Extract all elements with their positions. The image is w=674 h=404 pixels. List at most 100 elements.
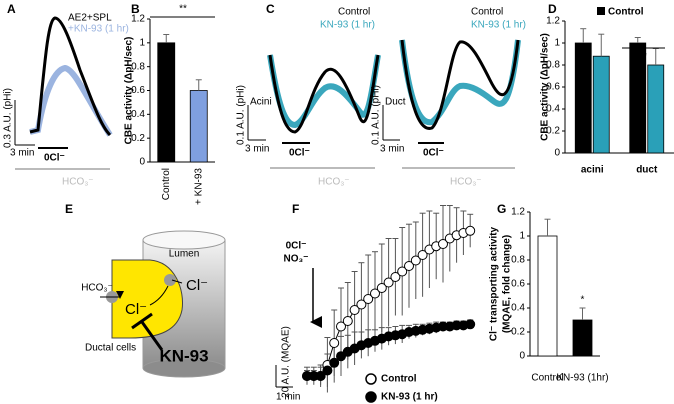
y-tick-label: 0.2 (511, 327, 525, 338)
bar (647, 64, 665, 154)
legend-text: KN-93 (1 hr) (320, 20, 375, 31)
marker (465, 225, 476, 236)
legend-marker (365, 373, 377, 385)
y-label: Cl⁻ transporting activity (489, 226, 500, 341)
y-tick-label: 0.4 (546, 104, 560, 115)
marker (322, 365, 333, 376)
bar (189, 90, 208, 163)
y-tick-label: 0 (519, 351, 525, 362)
annotation: * (643, 52, 647, 63)
annotation: 0Cl⁻ (286, 241, 307, 252)
legend-text: KN-93 (1 hr) (471, 20, 526, 31)
bar (574, 42, 592, 154)
cell-label: Ductal cells (85, 343, 136, 354)
marker (383, 277, 394, 288)
scale-label: 20 A.U. (MQAE) (281, 326, 292, 398)
y-tick-label: 1.2 (511, 207, 525, 218)
y-label: CBE activity (ΔpH/sec) (124, 37, 135, 145)
bar (157, 42, 176, 163)
marker (376, 283, 387, 293)
legend-text: Control (471, 7, 503, 18)
bar (572, 319, 593, 357)
panel-label: D (548, 2, 557, 16)
y-tick-label: 0.6 (546, 82, 560, 93)
subpanel-label: Duct (385, 97, 406, 108)
y-label: CBE activity (ΔpH/sec) (540, 33, 551, 141)
y-tick-label: 0.4 (511, 303, 525, 314)
x-tick-label: + KN-93 (193, 168, 204, 205)
bar-label: 0Cl⁻ (423, 148, 444, 159)
x-tick-label: Control (531, 373, 563, 384)
y-tick-label: 0.2 (546, 126, 560, 137)
trace (268, 54, 380, 134)
legend-text: Control (381, 374, 417, 385)
marker (342, 316, 353, 326)
y-tick-label: 0 (139, 157, 145, 168)
lumen-label: Lumen (169, 249, 200, 260)
inhibitor-label: KN-93 (159, 346, 208, 365)
lumen-bottom (142, 358, 226, 378)
y-tick-label: 0.4 (131, 109, 145, 120)
trace (29, 64, 113, 137)
y-tick-label: 1 (519, 231, 525, 242)
x-tick-label: Control (161, 168, 172, 200)
y-tick-label: 0.8 (131, 61, 145, 72)
y-tick-label: 0.6 (131, 85, 145, 96)
legend-text: Control (338, 7, 370, 18)
trace (29, 16, 112, 137)
y-tick-label: 0.2 (131, 133, 145, 144)
marker (315, 371, 326, 381)
legend-marker (365, 391, 377, 403)
bath-label: HCO₃⁻ (450, 177, 482, 188)
legend-text: Control (608, 7, 644, 18)
y-tick-label: 0.6 (511, 279, 525, 290)
scale-label: 3 min (10, 148, 34, 159)
bar-label: 0Cl⁻ (44, 153, 65, 164)
annotation: ** (179, 4, 187, 15)
marker (329, 357, 340, 368)
bath-label: HCO₃⁻ (62, 177, 94, 188)
ion-label: HCO₃⁻ (81, 283, 113, 294)
marker (438, 239, 448, 249)
scale-label: 3 min (245, 144, 269, 155)
panel-label: B (131, 2, 140, 16)
ductal-cell (111, 259, 184, 339)
x-tick-label: KN-93 (1hr) (556, 373, 608, 384)
trace (399, 39, 521, 126)
legend-text: +KN-93 (1 hr) (68, 24, 129, 35)
y-tick-label: 1.2 (546, 16, 560, 27)
y-tick-label: 1.2 (131, 14, 145, 25)
ion-label: Cl⁻ (125, 301, 147, 318)
y-tick-label: 1 (139, 37, 145, 48)
panel-label: F (292, 202, 299, 216)
transporter (164, 274, 176, 286)
scale-label: 1 min (276, 392, 300, 403)
marker (417, 250, 428, 260)
marker (397, 266, 408, 277)
marker (336, 321, 346, 332)
legend-text: AE2+SPL (68, 13, 112, 24)
y-label: 0.3 A.U. (pHi) (3, 88, 14, 148)
marker (356, 299, 367, 310)
marker (410, 255, 421, 266)
bar (592, 55, 610, 154)
y-label: (MQAE, fold change) (502, 235, 513, 333)
marker (363, 294, 374, 304)
lumen-top (142, 230, 226, 250)
panel-label: C (266, 2, 275, 16)
marker (349, 305, 360, 315)
legend-swatch (597, 7, 605, 15)
panel-label: E (65, 202, 73, 216)
inhibition (140, 321, 164, 351)
bath-label: HCO₃⁻ (318, 177, 350, 188)
panel-label: A (7, 2, 16, 16)
marker (404, 261, 414, 271)
marker (370, 288, 380, 299)
marker (390, 272, 401, 282)
ion-label: Cl⁻ (186, 277, 208, 294)
inhibition (131, 312, 153, 330)
y-label: 0.1 A.U. (pHi) (371, 85, 382, 145)
y-label: 0.1 A.U. (pHi) (236, 85, 247, 145)
